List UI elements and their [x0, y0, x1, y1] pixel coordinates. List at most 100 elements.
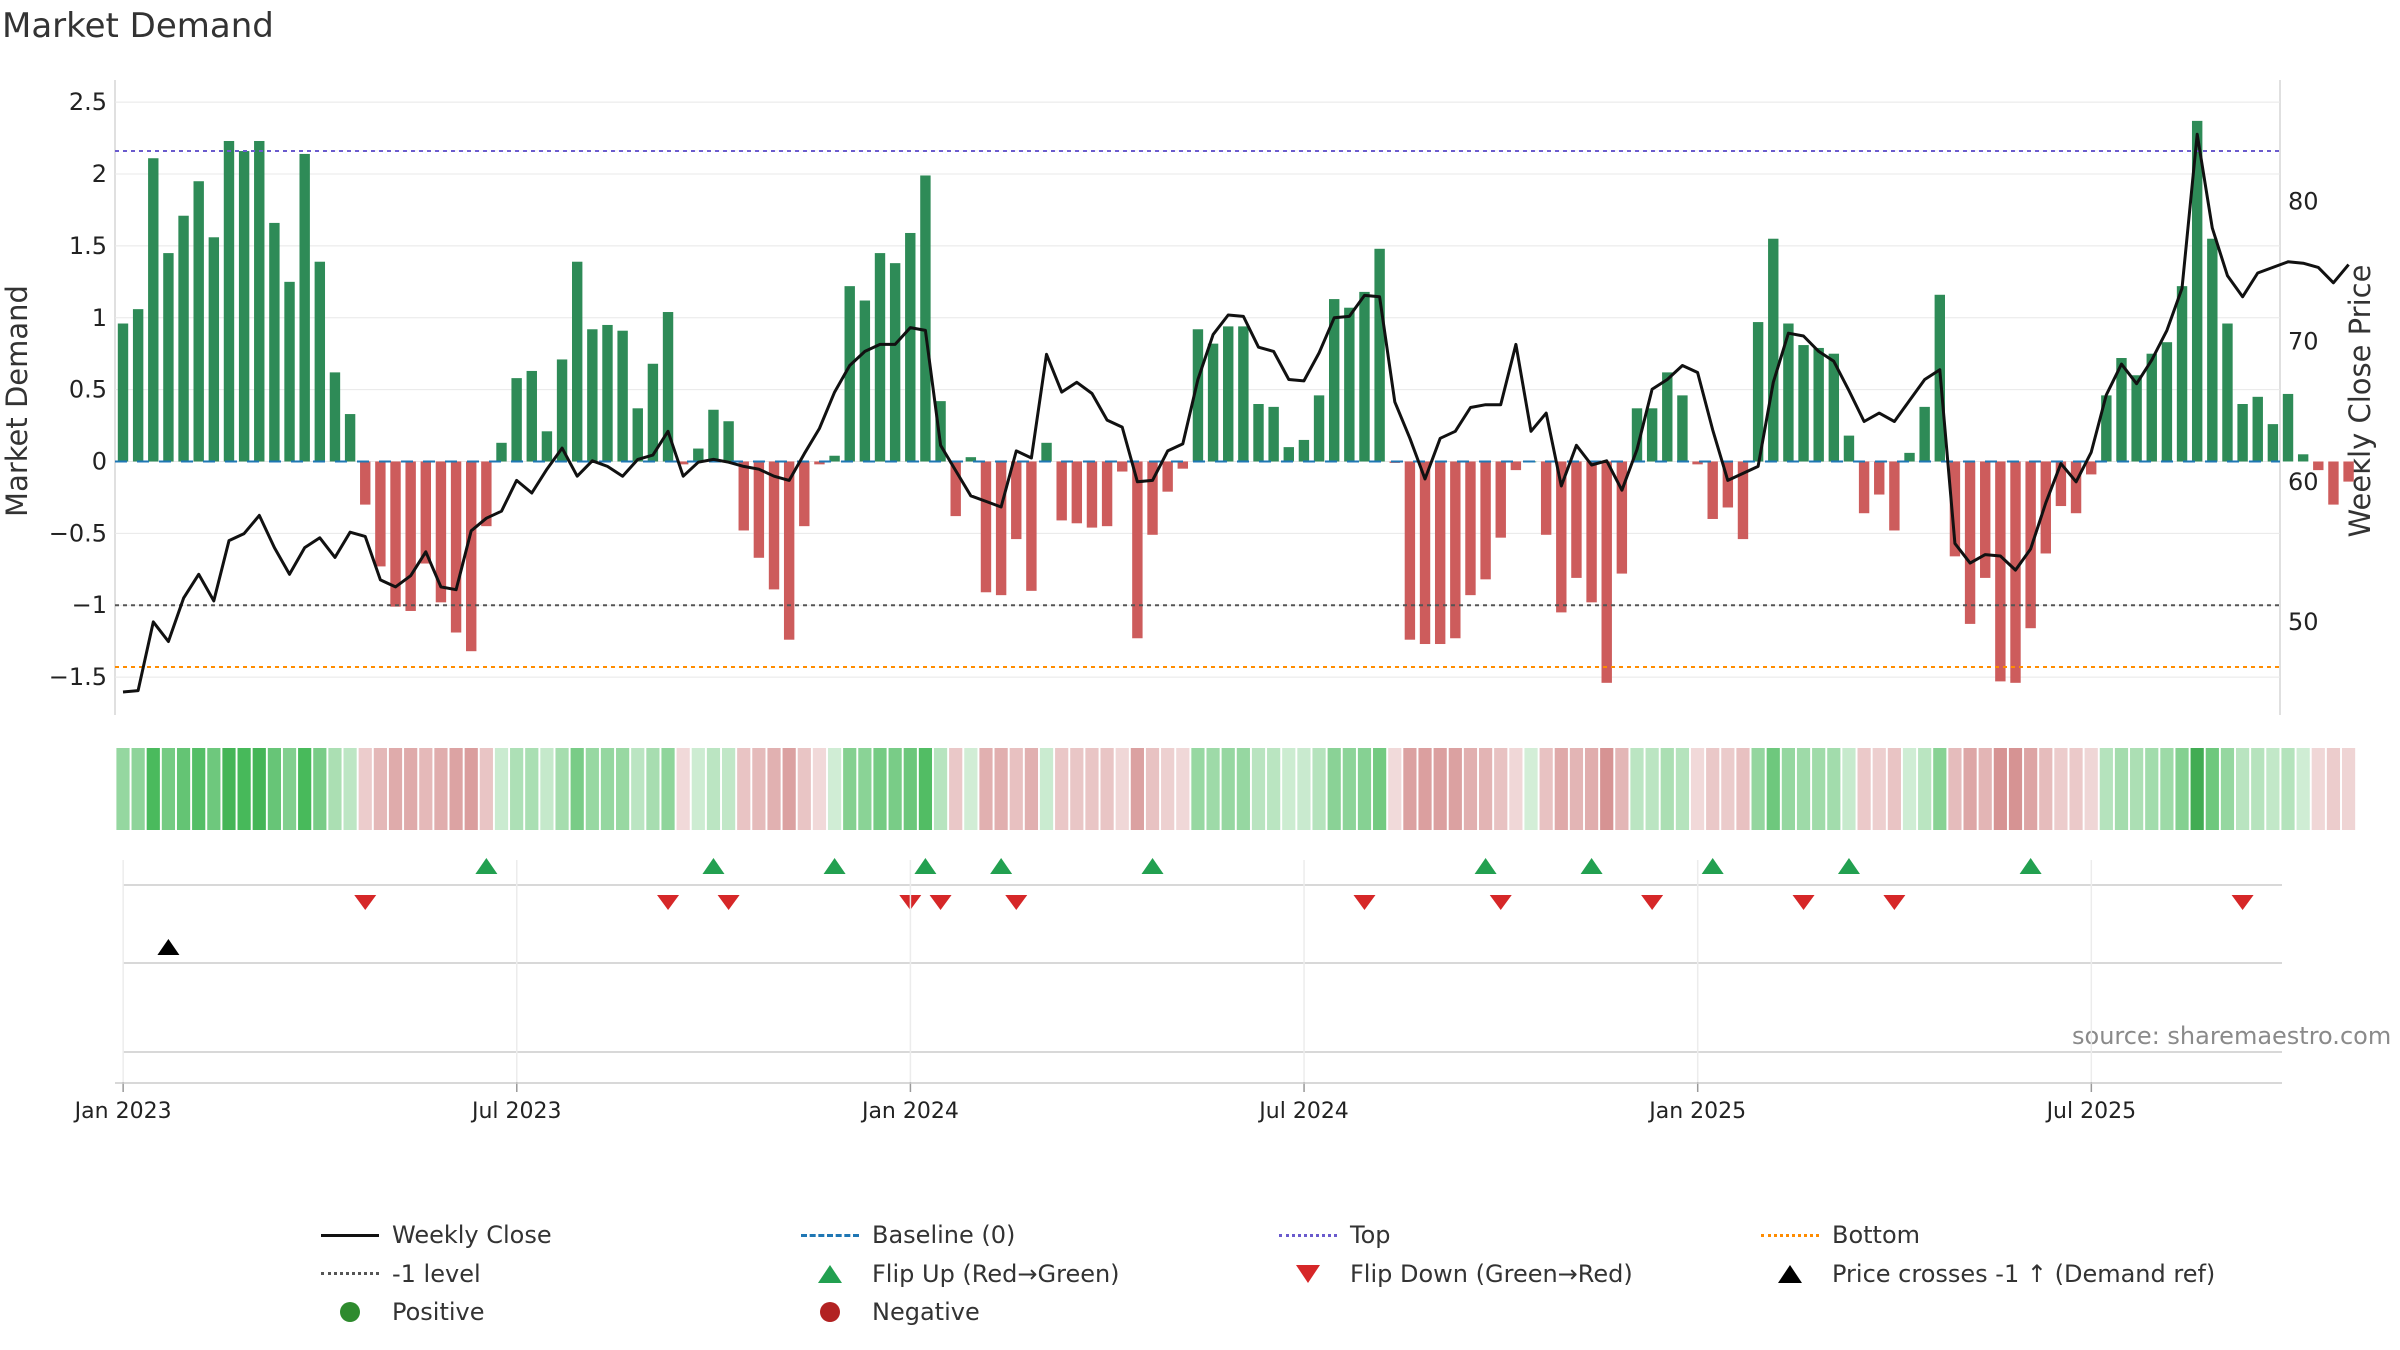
demand-bar-negative: [1510, 461, 1522, 471]
heat-cell: [646, 748, 660, 830]
heat-cell: [979, 748, 993, 830]
heat-cell: [1418, 748, 1432, 830]
y-tick-label-right: 80: [2288, 188, 2319, 216]
flip-up-marker: [2019, 858, 2042, 874]
flip-down-marker: [1353, 895, 1376, 910]
demand-bar-positive: [1344, 307, 1355, 462]
heat-cell: [1312, 748, 1326, 830]
heat-cell: [873, 748, 887, 830]
x-tick-label: Jan 2024: [860, 1099, 959, 1124]
x-tick-label: Jul 2023: [470, 1099, 562, 1124]
demand-bar-negative: [375, 461, 386, 567]
heat-cell: [1675, 748, 1690, 830]
legend-label: Flip Down (Green→Red): [1350, 1259, 1633, 1288]
heat-cell: [706, 748, 721, 830]
chart-title: Market Demand: [2, 6, 274, 46]
demand-bar-negative: [420, 461, 431, 564]
heat-cell: [1933, 748, 1947, 830]
demand-bar-positive: [723, 421, 734, 462]
demand-bar-positive: [1253, 404, 1264, 462]
demand-bar-negative: [1117, 461, 1128, 472]
demand-bar-negative: [360, 461, 371, 505]
heat-cell: [419, 748, 433, 830]
demand-bar-negative: [2328, 461, 2339, 505]
heat-cell: [1736, 748, 1750, 830]
heat-cell: [1978, 748, 1992, 830]
demand-bar-positive: [844, 286, 855, 462]
heat-cell: [1812, 748, 1826, 830]
heat-cell: [2311, 748, 2325, 830]
heat-cell: [1085, 748, 1099, 830]
heat-cell: [2190, 748, 2204, 830]
legend-weekly-close: Weekly Close: [310, 1216, 552, 1254]
heat-cell: [1509, 748, 1523, 830]
demand-bar-positive: [2222, 323, 2233, 462]
heat-cell: [782, 748, 796, 830]
legend-label: Top: [1350, 1221, 1391, 1249]
heat-cell: [2220, 748, 2235, 830]
flip-down-marker: [1005, 895, 1028, 910]
demand-bar-negative: [1147, 461, 1158, 535]
demand-bar-positive: [1313, 395, 1325, 462]
x-tick-label: Jan 2025: [1647, 1099, 1746, 1124]
heat-cell: [676, 748, 690, 830]
legend: Weekly Close Baseline (0) Top Bottom -1 …: [310, 1216, 2290, 1332]
heat-cell: [1297, 748, 1311, 830]
heat-cell: [2099, 748, 2113, 830]
heat-cell: [1569, 748, 1584, 830]
x-tick-label: Jul 2024: [1257, 1099, 1349, 1124]
heat-cell: [237, 748, 251, 830]
demand-bar-positive: [178, 215, 189, 462]
heat-cell: [1191, 748, 1205, 830]
demand-bar-negative: [1071, 461, 1083, 524]
demand-bar-negative: [995, 461, 1007, 596]
heat-cell: [510, 748, 524, 830]
heat-cell: [2296, 748, 2310, 830]
heat-cell: [1902, 748, 1917, 830]
demand-bar-positive: [1752, 322, 1764, 462]
demand-bar-positive: [1359, 291, 1370, 462]
heat-cell: [570, 748, 584, 830]
demand-bar-positive: [526, 370, 537, 462]
demand-bar-negative: [1011, 461, 1022, 540]
demand-bar-negative: [768, 461, 780, 590]
demand-bar-negative: [1540, 461, 1552, 535]
demand-bar-positive: [587, 329, 598, 462]
demand-bar-positive: [208, 237, 220, 462]
demand-bar-negative: [1722, 461, 1734, 508]
demand-bar-positive: [829, 455, 840, 462]
flip-down-marker: [354, 895, 377, 910]
heat-cell: [1554, 748, 1568, 830]
y-tick-label-left: −1: [72, 591, 107, 619]
heat-cell: [2130, 748, 2144, 830]
heat-cell: [2084, 748, 2098, 830]
demand-bar-negative: [1177, 461, 1188, 469]
heat-cell: [1479, 748, 1493, 830]
demand-bar-positive: [662, 312, 674, 462]
demand-bar-positive: [541, 431, 553, 462]
legend-bottom: Bottom: [1750, 1216, 1920, 1254]
heat-cell: [2236, 748, 2250, 830]
demand-bar-negative: [814, 461, 825, 465]
demand-bar-positive: [602, 324, 613, 462]
heat-cell: [1039, 748, 1054, 830]
heat-cell: [1433, 748, 1447, 830]
demand-bar-negative: [1086, 461, 1098, 528]
demand-bar-positive: [2207, 238, 2218, 462]
heat-cell: [1584, 748, 1599, 830]
demand-bar-positive: [1904, 452, 1915, 462]
heat-cell: [1857, 748, 1871, 830]
demand-bar-negative: [1874, 461, 1885, 495]
heat-cell: [1403, 748, 1417, 830]
heat-cell: [1115, 748, 1129, 830]
heat-cell: [2326, 748, 2341, 830]
heat-cell: [222, 748, 236, 830]
flip-up-marker: [990, 858, 1013, 874]
demand-bar-positive: [708, 409, 719, 462]
heat-cell: [176, 748, 191, 830]
demand-bar-negative: [1889, 461, 1900, 531]
demand-bar-negative: [1495, 461, 1506, 538]
legend-flip-up: Flip Up (Red→Green): [790, 1255, 1120, 1293]
heat-cell: [1721, 748, 1735, 830]
demand-bar-positive: [1813, 347, 1824, 462]
